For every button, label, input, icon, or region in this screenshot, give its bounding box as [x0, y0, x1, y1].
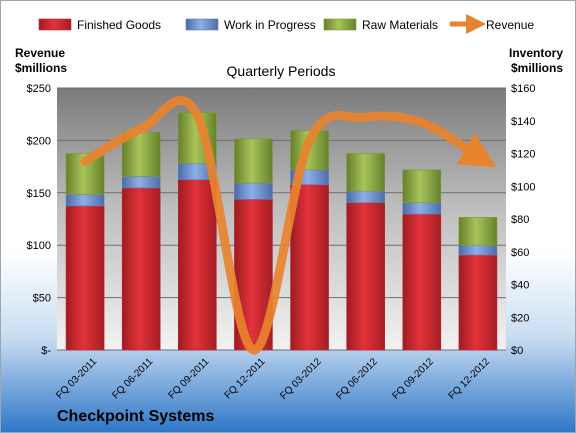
y-left-label-line2: $millions [15, 61, 67, 75]
x-axis: FQ 03-2011 FQ 06-2011 FQ 09-2011 FQ 12-2011… [54, 356, 492, 402]
revenue-series [80, 96, 497, 355]
bar-finished-goods [290, 184, 329, 351]
y-left-tick-label: $100 [27, 240, 51, 252]
company-name: Checkpoint Systems [57, 408, 214, 425]
bar-work-in-progress [121, 176, 161, 189]
x-tick-label: FQ 12-2012 [447, 356, 493, 402]
y-right-tick-label: $60 [511, 247, 529, 259]
bar-finished-goods [346, 202, 385, 351]
bar-work-in-progress [346, 190, 385, 203]
bar-work-in-progress [65, 194, 105, 207]
x-tick-label: FQ 06-2012 [334, 356, 380, 402]
x-tick-label: FQ 03-2011 [54, 356, 99, 401]
legend-label: Revenue [486, 18, 534, 32]
bar-finished-goods [402, 213, 442, 351]
y-right-tick-label: $140 [511, 116, 535, 128]
y-left-tick-label: $50 [33, 293, 51, 305]
x-tick-label: FQ 12-2011 [223, 356, 268, 401]
y-right-tick-label: $100 [511, 181, 535, 193]
bar-work-in-progress [234, 182, 273, 200]
x-tick-label: FQ 09-2012 [390, 356, 436, 402]
bars [65, 112, 498, 351]
bar-work-in-progress [402, 202, 442, 215]
y-right-tick-label: $20 [511, 312, 529, 324]
bar-finished-goods [458, 254, 498, 351]
y-left-tick-label: $250 [27, 83, 51, 95]
legend-swatch [323, 18, 357, 31]
y-axis-right: $0 $20 $40 $60 $80 $100 $120 $140 $160 [511, 83, 535, 357]
bar-raw-materials [458, 217, 498, 246]
legend-label: Finished Goods [77, 18, 161, 32]
legend-swatch [38, 18, 72, 31]
bar-finished-goods [178, 179, 217, 351]
bar-finished-goods [65, 205, 105, 351]
bar-raw-materials [346, 153, 385, 192]
y-right-tick-label: $120 [511, 149, 535, 161]
revenue-line [80, 96, 497, 355]
x-tick-label: FQ 09-2011 [166, 356, 211, 401]
y-right-tick-label: $0 [511, 345, 523, 357]
legend-label: Raw Materials [362, 18, 438, 32]
y-right-tick-label: $160 [511, 83, 535, 95]
y-right-label-line2: $millions [511, 61, 563, 75]
y-right-tick-label: $80 [511, 214, 529, 226]
y-left-label-line1: Revenue [15, 46, 65, 60]
y-right-label-line1: Inventory [509, 46, 563, 60]
chart-title: Quarterly Periods [227, 63, 336, 79]
bar-finished-goods [121, 187, 161, 351]
bar-raw-materials [402, 169, 442, 203]
y-axis-left: $- $50 $100 $150 $200 $250 [27, 83, 52, 357]
legend-label: Work in Progress [224, 18, 316, 32]
bar-work-in-progress [458, 244, 498, 256]
x-tick-label: FQ 03-2012 [278, 356, 324, 402]
legend: Finished Goods Work in Progress Raw Materi… [38, 14, 534, 34]
y-left-tick-label: $200 [27, 135, 51, 147]
legend-swatch [185, 18, 219, 31]
y-left-tick-label: $- [41, 345, 51, 357]
y-right-tick-label: $40 [511, 280, 529, 292]
y-left-tick-label: $150 [27, 188, 51, 200]
bar-raw-materials [65, 153, 105, 195]
x-tick-label: FQ 06-2011 [110, 356, 155, 401]
bar-raw-materials [234, 138, 273, 184]
